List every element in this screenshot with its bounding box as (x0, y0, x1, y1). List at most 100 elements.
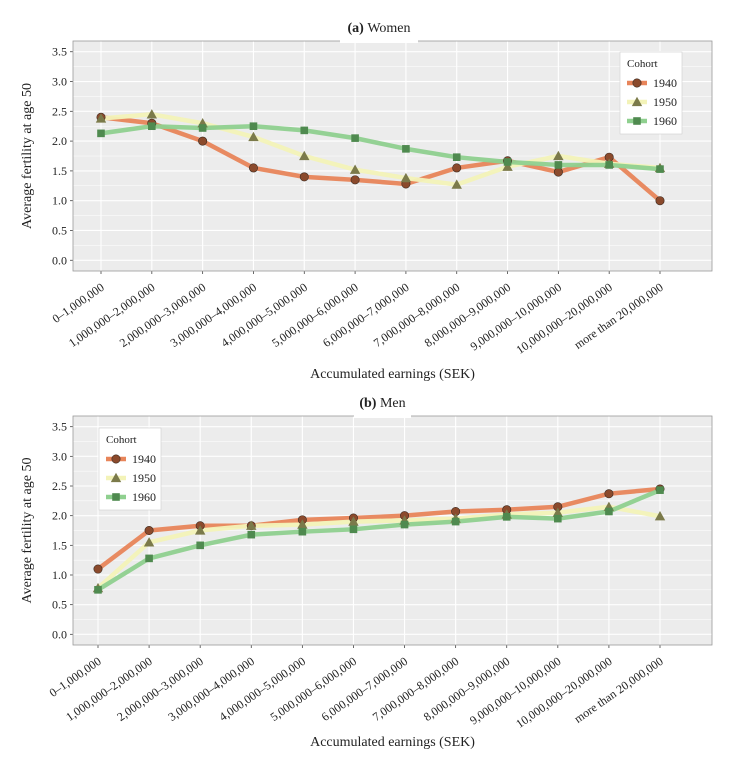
x-tick-label: 10,000,000–20,000,000 (513, 280, 614, 357)
x-tick-label: 9,000,000–10,000,000 (468, 280, 564, 353)
x-tick-label: 8,000,000–9,000,000 (421, 654, 513, 724)
x-tick-label: 8,000,000–9,000,000 (422, 280, 514, 350)
data-point-1960 (247, 530, 256, 539)
data-point-1960 (94, 586, 102, 594)
legend-label-1940: 1940 (653, 76, 677, 90)
data-point-1940 (553, 167, 563, 177)
title-background (354, 398, 411, 418)
data-point-1950 (400, 172, 412, 183)
data-point-1960 (351, 134, 359, 142)
data-point-1960 (300, 126, 309, 135)
data-point-1960 (249, 122, 258, 131)
y-tick-label: 2.0 (52, 134, 67, 148)
data-point-1950 (502, 161, 513, 171)
data-point-1960 (503, 158, 512, 166)
y-tick-label: 3.0 (52, 449, 67, 463)
data-point-1960 (148, 122, 156, 131)
data-point-1950 (654, 511, 666, 521)
x-tick-label: 7,000,000–8,000,000 (371, 280, 463, 350)
data-point-1960 (605, 161, 613, 169)
legend-label-1960: 1960 (132, 490, 156, 504)
series-line-1940 (95, 486, 663, 572)
y-tick-label: 0.5 (52, 598, 67, 612)
series-line-1950 (98, 112, 663, 187)
legend-swatch-marker (633, 117, 641, 125)
y-tick-label: 3.5 (52, 45, 67, 59)
data-point-1950 (95, 113, 107, 123)
chart-panel-women: 0.00.51.01.52.02.53.03.50–1,000,0001,000… (20, 21, 713, 382)
data-point-1950 (349, 164, 361, 174)
data-point-1960 (502, 513, 511, 521)
chart-panel-men: 0.00.51.01.52.02.53.03.50–1,000,0001,000… (20, 396, 713, 750)
y-tick-label: 1.5 (52, 164, 67, 178)
y-axis-label: Average fertility at age 50 (20, 83, 35, 229)
legend-label-1960: 1960 (653, 114, 677, 128)
y-tick-label: 1.0 (52, 568, 67, 582)
legend-swatch-marker (111, 454, 121, 464)
x-tick-label: 6,000,000–7,000,000 (319, 654, 411, 724)
data-point-1960 (400, 520, 409, 529)
y-tick-label: 0.0 (52, 253, 67, 267)
x-tick-label: 1,000,000–2,000,000 (66, 280, 158, 350)
x-axis-label: Accumulated earnings (SEK) (310, 735, 475, 750)
data-point-1940 (198, 136, 208, 146)
x-tick-label: 7,000,000–8,000,000 (370, 654, 462, 724)
x-tick-label: 6,000,000–7,000,000 (320, 280, 412, 350)
legend-swatch-marker (112, 493, 120, 501)
data-point-1960 (554, 161, 563, 169)
data-point-1960 (97, 129, 105, 138)
legend-title: Cohort (627, 58, 658, 70)
data-point-1960 (196, 541, 204, 550)
chart-title: (b) Men (359, 396, 405, 411)
series-line-1960 (95, 487, 663, 593)
x-tick-label: 10,000,000–20,000,000 (513, 654, 614, 731)
data-point-1950 (451, 179, 462, 189)
legend-label-1940: 1940 (132, 452, 156, 466)
data-point-1940 (604, 489, 614, 499)
x-axis-label: Accumulated earnings (SEK) (310, 367, 475, 382)
title-background (340, 23, 418, 43)
data-point-1940 (655, 196, 665, 206)
data-point-1940 (93, 564, 103, 574)
data-point-1950 (146, 109, 158, 119)
legend-label-1950: 1950 (653, 95, 677, 109)
y-axis-label: Average fertility at age 50 (20, 458, 35, 604)
data-point-1940 (248, 163, 258, 173)
legend-swatch-marker (631, 96, 643, 107)
data-point-1960 (298, 527, 307, 536)
data-point-1950 (143, 537, 155, 547)
x-tick-label: 2,000,000–3,000,000 (114, 654, 206, 724)
legend-label-1950: 1950 (132, 471, 156, 485)
y-tick-label: 2.5 (52, 104, 67, 118)
y-tick-label: 2.5 (52, 479, 67, 493)
data-point-1960 (349, 525, 358, 534)
x-tick-label: 3,000,000–4,000,000 (165, 654, 257, 724)
chart-title: (a) Women (347, 21, 410, 36)
x-tick-label: 4,000,000–5,000,000 (217, 654, 309, 724)
data-point-1960 (451, 517, 460, 526)
y-tick-label: 1.0 (52, 194, 67, 208)
x-tick-label: more than 20,000,000 (571, 654, 665, 726)
series-line-1940 (98, 115, 663, 203)
data-point-1960 (554, 514, 562, 523)
data-point-1940 (452, 163, 462, 173)
x-tick-label: 2,000,000–3,000,000 (117, 280, 209, 350)
data-point-1950 (248, 131, 259, 142)
x-tick-label: 3,000,000–4,000,000 (168, 280, 260, 350)
data-point-1950 (553, 150, 564, 161)
data-point-1950 (348, 516, 359, 526)
legend-swatch-marker (110, 472, 122, 483)
y-tick-label: 3.5 (52, 420, 67, 434)
x-tick-label: more than 20,000,000 (571, 280, 665, 352)
x-tick-label: 1,000,000–2,000,000 (63, 654, 155, 724)
data-point-1940 (299, 172, 309, 182)
series-line-1950 (95, 504, 663, 591)
y-tick-label: 1.5 (52, 538, 67, 552)
data-point-1960 (198, 124, 207, 132)
x-tick-label: 4,000,000–5,000,000 (218, 280, 310, 350)
data-point-1950 (297, 519, 308, 529)
x-tick-label: 5,000,000–6,000,000 (269, 280, 361, 350)
series-line-1960 (98, 123, 663, 172)
data-point-1960 (605, 507, 613, 516)
